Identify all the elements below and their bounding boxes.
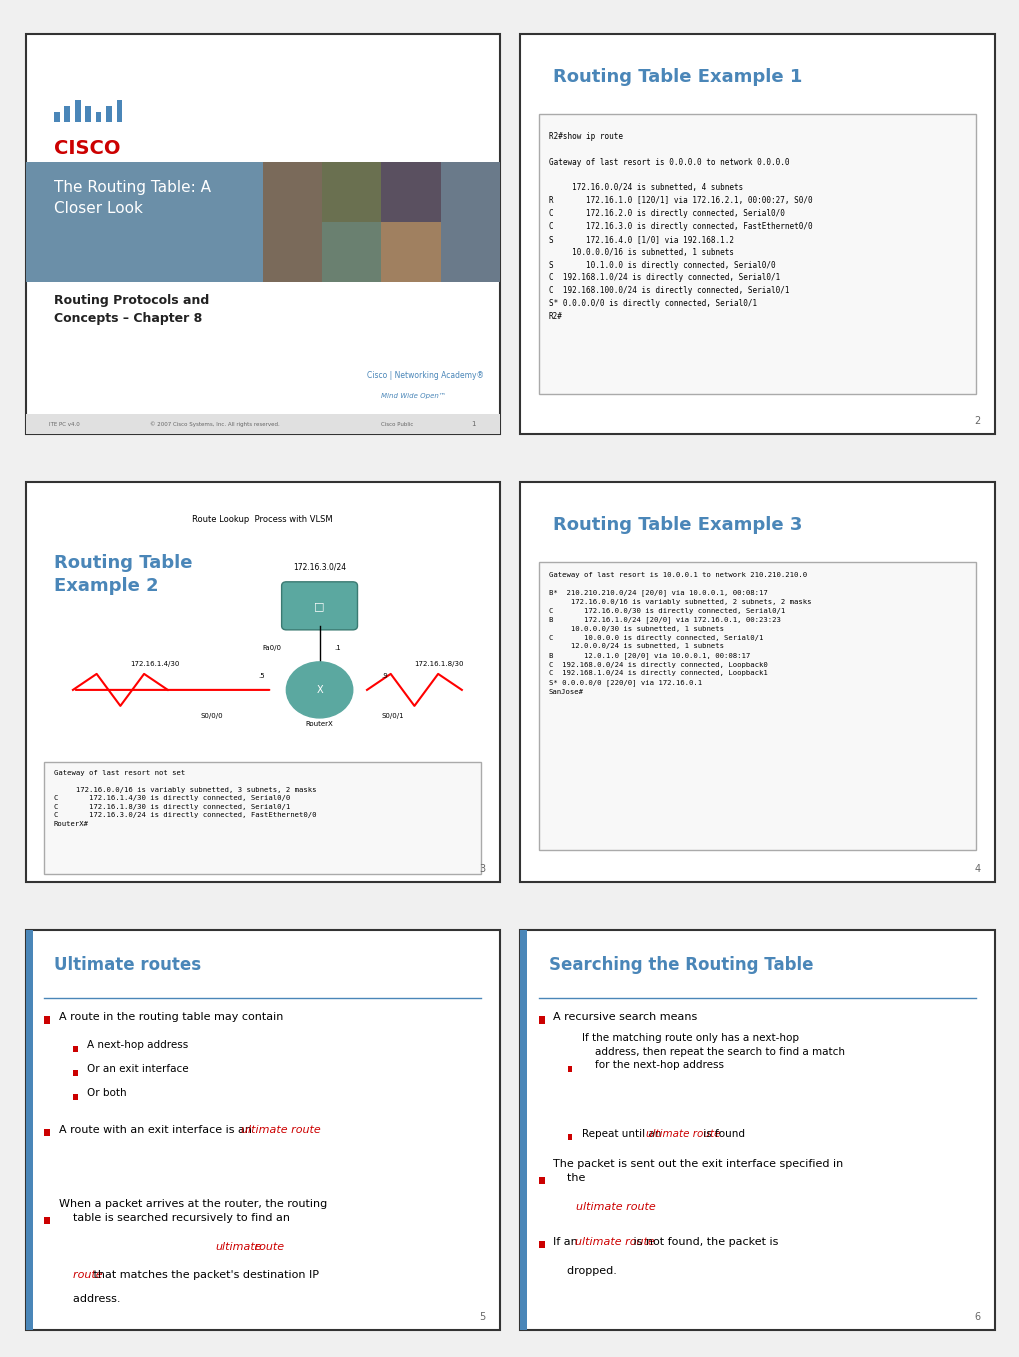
- Text: Cisco Public: Cisco Public: [381, 422, 413, 426]
- Text: ultimate route: ultimate route: [575, 1236, 654, 1247]
- Bar: [25, 161, 499, 282]
- Bar: [96, 113, 101, 122]
- Text: address.: address.: [59, 1293, 120, 1304]
- Text: R2#show ip route

Gateway of last resort is 0.0.0.0 to network 0.0.0.0

     172: R2#show ip route Gateway of last resort …: [548, 132, 811, 320]
- FancyBboxPatch shape: [281, 582, 358, 630]
- Text: ultimate: ultimate: [215, 1242, 262, 1251]
- Bar: [539, 1177, 544, 1183]
- Text: dropped.: dropped.: [553, 1266, 616, 1276]
- Text: is found: is found: [700, 1129, 745, 1139]
- Text: A route in the routing table may contain: A route in the routing table may contain: [59, 1012, 283, 1022]
- Text: S0/0/0: S0/0/0: [201, 712, 223, 719]
- Text: If the matching route only has a next-hop
    address, then repeat the search to: If the matching route only has a next-ho…: [581, 1033, 844, 1071]
- Text: Repeat until an: Repeat until an: [581, 1129, 663, 1139]
- Text: Routing Protocols and
Concepts – Chapter 8: Routing Protocols and Concepts – Chapter…: [54, 294, 209, 326]
- Bar: [25, 930, 33, 1330]
- Text: □: □: [314, 601, 324, 611]
- Text: Routing Table
Example 2: Routing Table Example 2: [54, 554, 193, 596]
- Text: .5: .5: [258, 673, 264, 678]
- Bar: [520, 930, 527, 1330]
- Text: When a packet arrives at the router, the routing
    table is searched recursive: When a packet arrives at the router, the…: [59, 1200, 327, 1223]
- Bar: [567, 1065, 572, 1072]
- Text: CISCO: CISCO: [54, 138, 120, 157]
- Text: Or an exit interface: Or an exit interface: [87, 1064, 189, 1075]
- Bar: [106, 106, 112, 122]
- Bar: [567, 1133, 572, 1140]
- Bar: [45, 1129, 50, 1136]
- Text: Routing Table Example 3: Routing Table Example 3: [553, 516, 802, 533]
- Bar: [73, 1069, 77, 1076]
- Text: S0/0/1: S0/0/1: [381, 712, 404, 719]
- Text: A route with an exit interface is an: A route with an exit interface is an: [59, 1125, 255, 1134]
- Text: 4: 4: [973, 864, 979, 874]
- Bar: [539, 114, 974, 395]
- Bar: [45, 763, 480, 874]
- Text: The Routing Table: A
Closer Look: The Routing Table: A Closer Look: [54, 180, 211, 216]
- Bar: [25, 414, 499, 434]
- Text: RouterX: RouterX: [306, 721, 333, 727]
- Text: © 2007 Cisco Systems, Inc. All rights reserved.: © 2007 Cisco Systems, Inc. All rights re…: [150, 422, 280, 427]
- Text: 172.16.3.0/24: 172.16.3.0/24: [292, 563, 345, 571]
- Bar: [322, 223, 381, 282]
- Text: ITE PC v4.0: ITE PC v4.0: [49, 422, 79, 426]
- Text: Cisco | Networking Academy®: Cisco | Networking Academy®: [367, 372, 484, 380]
- Text: 1: 1: [471, 421, 476, 427]
- Text: A next-hop address: A next-hop address: [87, 1041, 189, 1050]
- Text: If an: If an: [553, 1236, 581, 1247]
- Text: A recursive search means: A recursive search means: [553, 1012, 697, 1022]
- Bar: [73, 1094, 77, 1099]
- Text: ultimate route: ultimate route: [242, 1125, 321, 1134]
- Text: Searching the Routing Table: Searching the Routing Table: [548, 955, 812, 973]
- Bar: [322, 161, 381, 223]
- Bar: [45, 1217, 50, 1224]
- Text: is not found, the packet is: is not found, the packet is: [629, 1236, 777, 1247]
- Text: that matches the packet's destination IP: that matches the packet's destination IP: [90, 1270, 318, 1280]
- Bar: [45, 1016, 50, 1023]
- Text: Gateway of last resort not set

     172.16.0.0/16 is variably subnetted, 3 subn: Gateway of last resort not set 172.16.0.…: [54, 769, 316, 826]
- Text: route: route: [251, 1242, 283, 1251]
- Text: 3: 3: [479, 864, 485, 874]
- Bar: [539, 1240, 544, 1248]
- Bar: [539, 562, 974, 849]
- Bar: [54, 113, 59, 122]
- Text: Fa0/0: Fa0/0: [263, 645, 281, 651]
- Text: 2: 2: [973, 417, 979, 426]
- Text: Route Lookup  Process with VLSM: Route Lookup Process with VLSM: [193, 514, 332, 524]
- Bar: [73, 1046, 77, 1052]
- Bar: [86, 106, 91, 122]
- Text: The packet is sent out the exit interface specified in
    the: The packet is sent out the exit interfac…: [553, 1159, 843, 1182]
- Text: route: route: [59, 1270, 102, 1280]
- Text: 172.16.1.8/30: 172.16.1.8/30: [414, 661, 464, 666]
- Bar: [381, 223, 440, 282]
- Text: ultimate route: ultimate route: [645, 1129, 719, 1139]
- Bar: [539, 1016, 544, 1023]
- Text: ultimate route: ultimate route: [576, 1202, 655, 1212]
- Bar: [116, 100, 122, 122]
- Circle shape: [286, 662, 353, 718]
- Text: Gateway of last resort is 10.0.0.1 to network 210.210.210.0

B*  210.210.210.0/2: Gateway of last resort is 10.0.0.1 to ne…: [548, 571, 810, 695]
- Text: Ultimate routes: Ultimate routes: [54, 955, 201, 973]
- Bar: [74, 100, 81, 122]
- Text: X: X: [316, 685, 323, 695]
- Text: 5: 5: [479, 1312, 485, 1322]
- Text: .9: .9: [381, 673, 387, 678]
- Text: Mind Wide Open™: Mind Wide Open™: [381, 394, 445, 399]
- Text: .1: .1: [333, 645, 340, 651]
- Text: Routing Table Example 1: Routing Table Example 1: [553, 68, 802, 85]
- Text: 6: 6: [973, 1312, 979, 1322]
- Text: 172.16.1.4/30: 172.16.1.4/30: [129, 661, 179, 666]
- Bar: [440, 161, 499, 282]
- Bar: [263, 161, 322, 282]
- Text: Or both: Or both: [87, 1088, 126, 1098]
- Bar: [381, 161, 440, 223]
- Bar: [64, 106, 70, 122]
